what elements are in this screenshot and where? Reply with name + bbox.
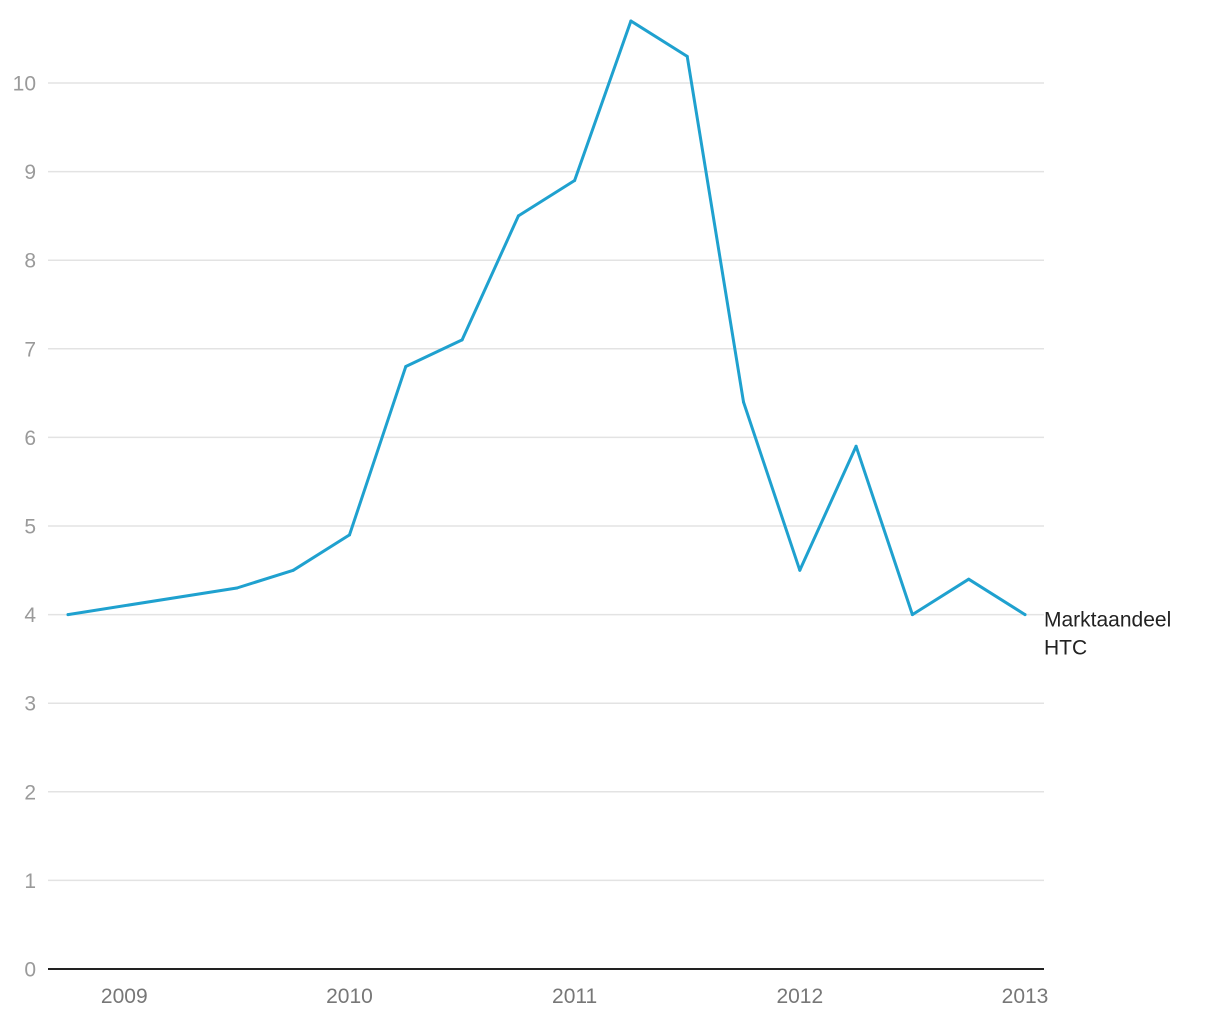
x-axis-ticks: 2009 2010 2011 2012 2013 <box>101 985 1048 1008</box>
data-point <box>291 568 295 572</box>
y-tick-label: 7 <box>24 338 36 361</box>
data-point <box>629 19 633 23</box>
series-label-line: Marktaandeel <box>1044 609 1171 632</box>
y-tick-label: 3 <box>24 693 36 716</box>
x-tick-label: 2012 <box>776 985 823 1008</box>
y-tick-label: 2 <box>24 781 36 804</box>
series-label: Marktaandeel HTC <box>1044 609 1171 660</box>
y-tick-label: 6 <box>24 427 36 450</box>
series-label-line: HTC <box>1044 637 1087 660</box>
x-tick-label: 2011 <box>552 985 597 1008</box>
data-point <box>235 586 239 590</box>
data-point <box>854 444 858 448</box>
data-point <box>516 214 520 218</box>
data-point <box>404 365 408 368</box>
data-point <box>910 613 914 617</box>
data-point <box>742 400 745 404</box>
y-tick-label: 4 <box>24 604 36 627</box>
data-point <box>573 179 577 182</box>
y-tick-label: 10 <box>13 73 36 96</box>
y-tick-label: 1 <box>24 870 36 893</box>
x-tick-label: 2010 <box>326 985 373 1008</box>
data-point <box>685 54 689 58</box>
gridlines <box>48 82 1044 882</box>
series-line <box>66 19 1027 617</box>
series-layer: Marktaandeel HTC <box>66 19 1171 660</box>
data-point <box>1023 613 1027 617</box>
data-point <box>967 577 971 581</box>
data-point <box>348 533 351 537</box>
data-point <box>460 338 464 342</box>
x-tick-label: 2009 <box>101 985 148 1008</box>
y-tick-label: 0 <box>24 959 36 982</box>
y-axis-ticks: 0 1 2 3 4 5 6 7 8 9 10 <box>13 73 37 982</box>
data-point <box>798 568 802 572</box>
y-tick-label: 9 <box>24 161 36 184</box>
y-tick-label: 8 <box>24 250 36 273</box>
y-tick-label: 5 <box>24 516 36 539</box>
data-point <box>66 613 70 617</box>
x-tick-label: 2013 <box>1002 985 1049 1008</box>
